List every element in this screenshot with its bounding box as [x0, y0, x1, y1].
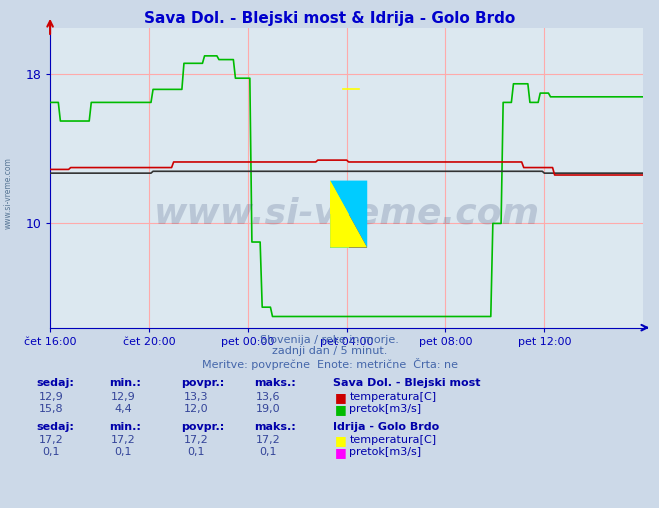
Text: 17,2: 17,2 — [38, 435, 63, 446]
Text: Sava Dol. - Blejski most: Sava Dol. - Blejski most — [333, 378, 480, 389]
Text: min.:: min.: — [109, 422, 140, 432]
Text: povpr.:: povpr.: — [181, 378, 225, 389]
Text: www.si-vreme.com: www.si-vreme.com — [154, 197, 540, 231]
Bar — [330, 214, 349, 247]
Text: 12,9: 12,9 — [111, 392, 136, 402]
Text: ■: ■ — [335, 446, 347, 459]
Text: pretok[m3/s]: pretok[m3/s] — [349, 404, 421, 414]
Text: 17,2: 17,2 — [183, 435, 208, 446]
Text: 12,0: 12,0 — [183, 404, 208, 414]
Polygon shape — [330, 180, 367, 247]
Text: Idrija - Golo Brdo: Idrija - Golo Brdo — [333, 422, 439, 432]
Text: sedaj:: sedaj: — [36, 422, 74, 432]
Text: 0,1: 0,1 — [260, 447, 277, 457]
Text: pretok[m3/s]: pretok[m3/s] — [349, 447, 421, 457]
Text: ■: ■ — [335, 391, 347, 404]
Text: 17,2: 17,2 — [256, 435, 281, 446]
Polygon shape — [330, 180, 367, 247]
Text: 19,0: 19,0 — [256, 404, 281, 414]
Text: 0,1: 0,1 — [115, 447, 132, 457]
Text: maks.:: maks.: — [254, 378, 295, 389]
Text: povpr.:: povpr.: — [181, 422, 225, 432]
Text: 4,4: 4,4 — [115, 404, 132, 414]
Text: 0,1: 0,1 — [187, 447, 204, 457]
Text: ■: ■ — [335, 403, 347, 416]
Text: 15,8: 15,8 — [38, 404, 63, 414]
Bar — [349, 180, 367, 214]
Text: min.:: min.: — [109, 378, 140, 389]
Text: 12,9: 12,9 — [38, 392, 63, 402]
Bar — [330, 180, 349, 214]
Text: Sava Dol. - Blejski most & Idrija - Golo Brdo: Sava Dol. - Blejski most & Idrija - Golo… — [144, 11, 515, 26]
Text: sedaj:: sedaj: — [36, 378, 74, 389]
Text: Meritve: povprečne  Enote: metrične  Črta: ne: Meritve: povprečne Enote: metrične Črta:… — [202, 358, 457, 370]
Text: 13,3: 13,3 — [183, 392, 208, 402]
Text: Slovenija / reke in morje.: Slovenija / reke in morje. — [260, 335, 399, 345]
Text: temperatura[C]: temperatura[C] — [349, 435, 436, 446]
Text: ■: ■ — [335, 434, 347, 448]
Text: zadnji dan / 5 minut.: zadnji dan / 5 minut. — [272, 346, 387, 357]
Text: 0,1: 0,1 — [42, 447, 59, 457]
Text: maks.:: maks.: — [254, 422, 295, 432]
Text: 13,6: 13,6 — [256, 392, 281, 402]
Text: temperatura[C]: temperatura[C] — [349, 392, 436, 402]
Text: 17,2: 17,2 — [111, 435, 136, 446]
Text: www.si-vreme.com: www.si-vreme.com — [4, 157, 13, 229]
Bar — [349, 214, 367, 247]
